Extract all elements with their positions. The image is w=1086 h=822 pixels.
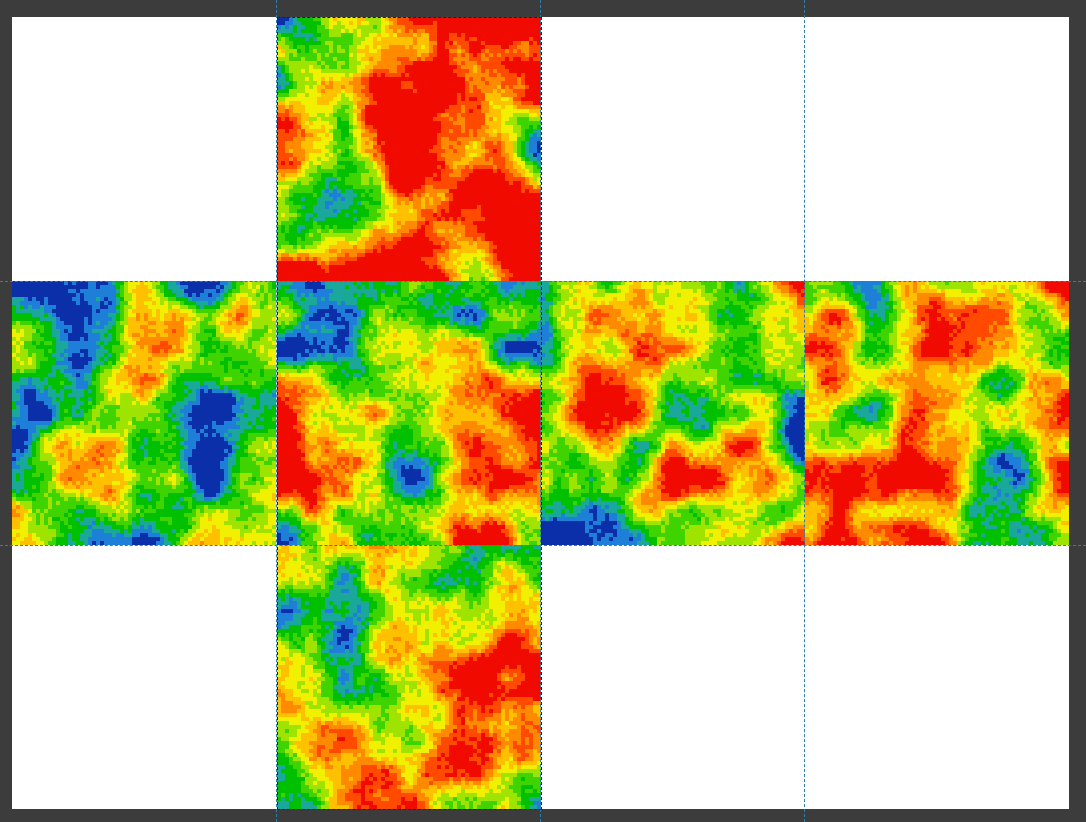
heightmap-back [805, 281, 1069, 545]
heightmap-left [12, 281, 276, 545]
cubemap-face-right[interactable] [541, 281, 805, 545]
cubemap-face-back[interactable] [805, 281, 1069, 545]
cubemap-face-bottom[interactable] [277, 545, 541, 809]
heightmap-right [541, 281, 805, 545]
cubemap-face-top[interactable] [277, 17, 541, 281]
heightmap-front [277, 281, 541, 545]
heightmap-top [277, 17, 541, 281]
cubemap-face-front[interactable] [277, 281, 541, 545]
heightmap-bottom [277, 545, 541, 809]
cubemap-face-left[interactable] [12, 281, 276, 545]
